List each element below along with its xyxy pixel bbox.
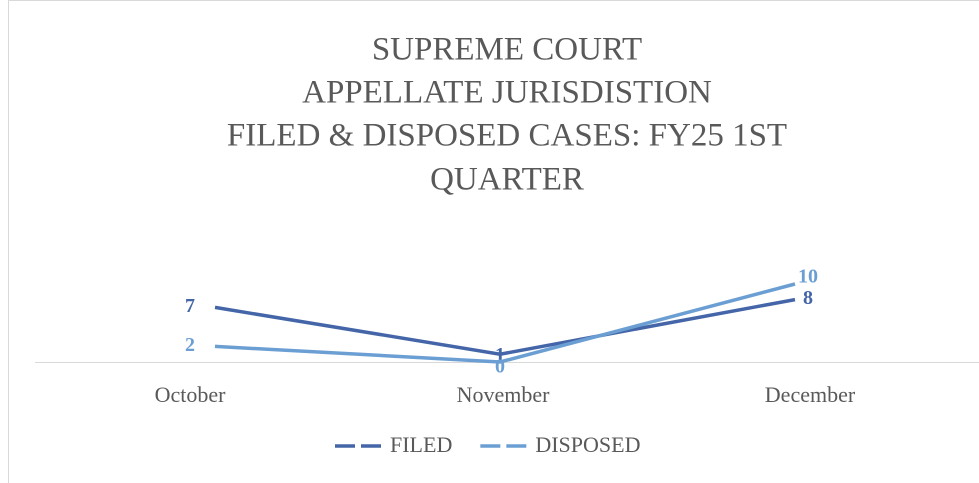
data-label: 8	[803, 287, 813, 309]
chart-frame	[8, 0, 979, 483]
legend-label: FILED	[390, 432, 452, 457]
x-tick-label: December	[765, 382, 856, 407]
chart-title: FILED & DISPOSED CASES: FY25 1ST	[227, 118, 787, 154]
x-tick-label: November	[457, 382, 551, 407]
data-label: 1	[495, 344, 505, 366]
data-label: 10	[798, 266, 818, 288]
series-line	[214, 282, 796, 364]
data-label: 0	[495, 356, 505, 378]
data-label: 7	[185, 295, 195, 317]
x-tick-label: October	[155, 382, 227, 407]
legend-label: DISPOSED	[535, 432, 640, 457]
data-label: 2	[185, 334, 195, 356]
chart-title: APPELLATE JURISDISTION	[302, 75, 712, 111]
series-line	[214, 297, 796, 356]
chart-title: SUPREME COURT	[372, 32, 642, 68]
chart-title: QUARTER	[430, 162, 584, 198]
